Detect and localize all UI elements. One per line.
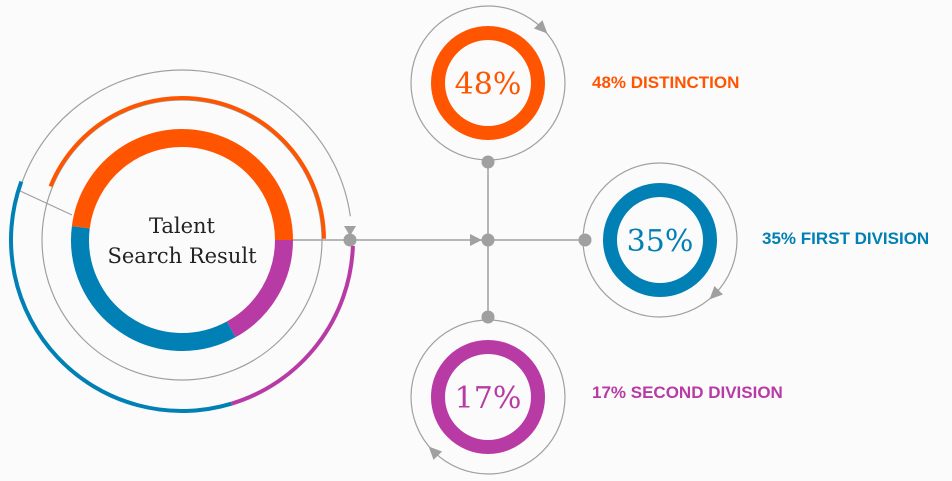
outer-arc-first-division (9, 180, 232, 413)
label-first-division: 35% FIRST DIVISION (762, 229, 930, 248)
gauge-ring-distinction (431, 26, 545, 140)
arrow-down-icon (344, 226, 356, 236)
donut-segment-first-division (71, 226, 236, 351)
arrow-icon (709, 285, 723, 300)
arrow-icon (428, 446, 443, 460)
gauge-value: 17% (455, 381, 522, 416)
gauge-value: 48% (455, 67, 522, 102)
outer-arc-distinction (48, 96, 326, 239)
label-second-division: 17% SECOND DIVISION (592, 383, 783, 402)
gauge-value: 35% (627, 224, 694, 259)
gauge-ring-first-division (603, 183, 717, 297)
divider-line (17, 189, 73, 216)
connector-dot (578, 233, 592, 247)
gauge-outline-2 (410, 319, 566, 475)
gauge-outline-0 (410, 5, 566, 161)
connector-dot (343, 233, 357, 247)
gauge-ring-second-division (431, 340, 545, 454)
connector-dot (481, 155, 495, 169)
outer-guide-arc (21, 69, 351, 217)
gauge-outline-1 (582, 162, 738, 318)
label-distinction: 48% DISTINCTION (592, 73, 740, 92)
donut-segment-second-division (226, 239, 293, 338)
center-title-line: Talent (149, 214, 216, 238)
outer-arc-second-division (230, 245, 355, 406)
donut-segment-distinction (71, 129, 293, 241)
connector-dot (481, 233, 495, 247)
arrow-icon (533, 20, 548, 34)
arrow-right-icon (470, 234, 482, 246)
center-title-line: Search Result (107, 244, 257, 268)
connector-dot (481, 310, 495, 324)
